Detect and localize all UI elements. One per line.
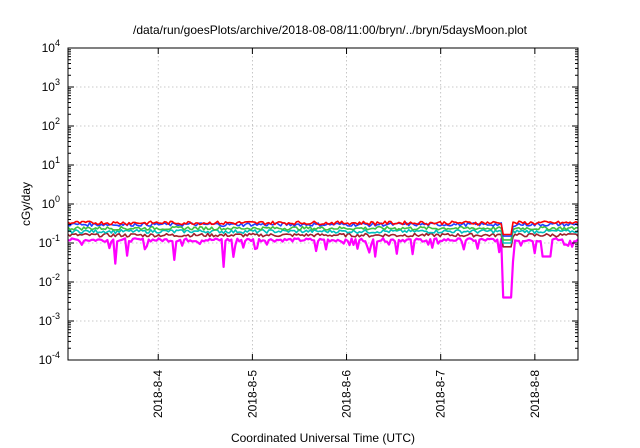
x-tick-label: 2018-8-8 xyxy=(528,370,542,418)
y-tick-label: 102 xyxy=(42,116,60,133)
x-axis: 2018-8-4 2018-8-5 2018-8-6 2018-8-7 2018-8-8 xyxy=(151,48,542,418)
x-tick-label: 2018-8-6 xyxy=(340,370,354,418)
series-line xyxy=(67,225,579,241)
x-tick-label: 2018-8-5 xyxy=(245,370,259,418)
data-series xyxy=(67,220,579,299)
x-axis-label: Coordinated Universal Time (UTC) xyxy=(231,431,415,445)
y-tick-label: 10-4 xyxy=(39,350,60,367)
y-tick-label: 103 xyxy=(42,77,60,94)
y-axis: 10-4 10-3 10-2 10-1 100 101 102 103 104 xyxy=(39,38,578,367)
x-tick-label: 2018-8-7 xyxy=(434,370,448,418)
y-tick-label: 10-1 xyxy=(39,233,60,250)
y-tick-label: 10-3 xyxy=(39,311,60,328)
series-line xyxy=(68,237,579,299)
y-tick-label: 100 xyxy=(42,194,60,211)
y-tick-label: 101 xyxy=(42,155,60,172)
series-line xyxy=(67,220,579,236)
grid xyxy=(68,48,578,360)
series-line xyxy=(67,232,579,248)
y-tick-label: 104 xyxy=(42,38,60,55)
series-line xyxy=(67,228,579,244)
x-tick-label: 2018-8-4 xyxy=(151,370,165,418)
y-tick-label: 10-2 xyxy=(39,272,60,289)
chart-title: /data/run/goesPlots/archive/2018-08-08/1… xyxy=(133,23,528,37)
y-axis-label: cGy/day xyxy=(19,182,33,226)
